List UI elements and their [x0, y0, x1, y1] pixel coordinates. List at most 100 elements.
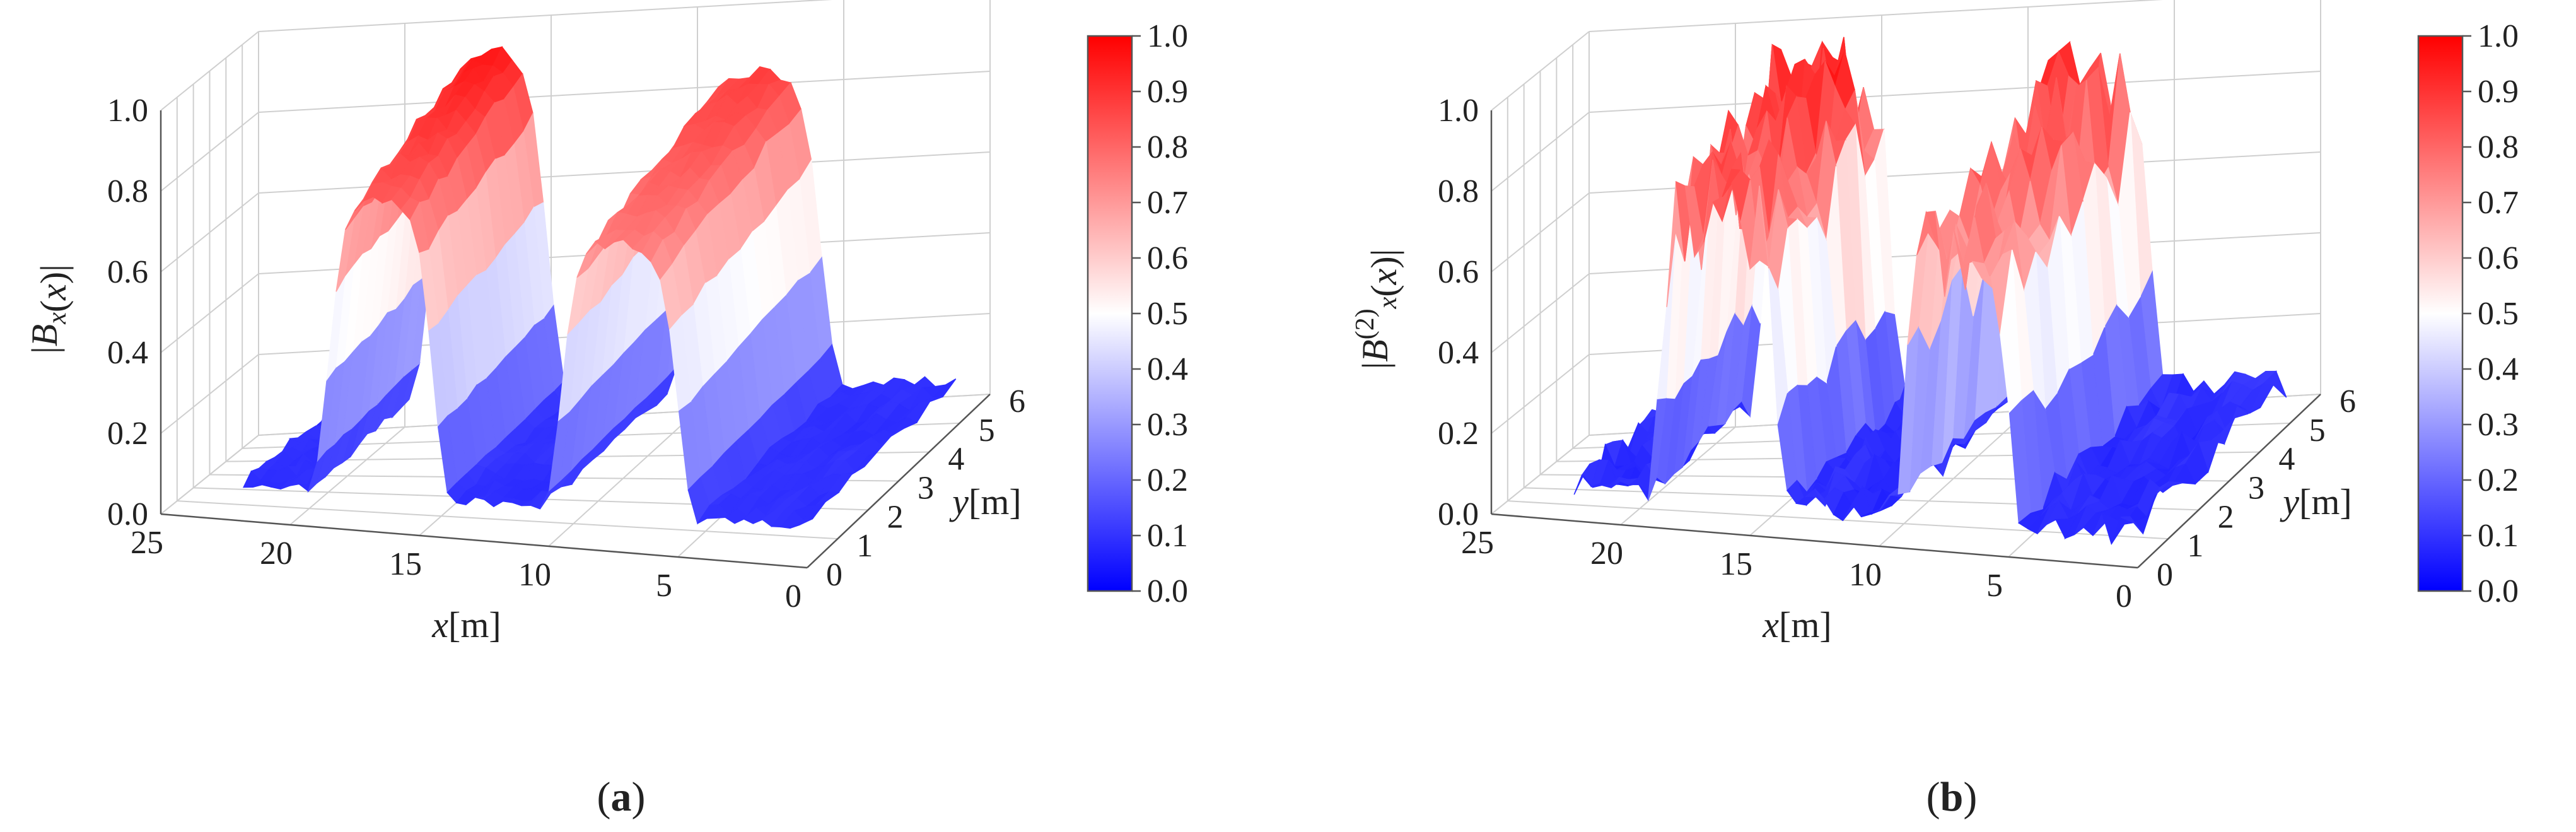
panel-label-letter: b	[1940, 774, 1964, 820]
colorbar-tick-label: 0.3	[1147, 407, 1188, 443]
x-tick-label: 10	[1849, 557, 1882, 593]
colorbar-tick-label: 0.9	[2478, 74, 2519, 110]
y-tick-label: 2	[887, 499, 904, 535]
x-axis-unit: [m]	[448, 604, 501, 645]
x-axis-var: x	[1762, 604, 1779, 645]
colorbar-tick-label: 0.7	[1147, 185, 1188, 221]
colorbar-tick-label: 1.0	[1147, 18, 1188, 54]
y-axis-var: y	[949, 481, 969, 522]
z-tick-label: 0.4	[1438, 335, 1479, 371]
colorbar-tick-label: 0.2	[1147, 462, 1188, 498]
y-axis-line	[807, 394, 991, 568]
axes-box	[1490, 110, 2321, 569]
x-axis-label: x[m]	[431, 604, 501, 645]
gridline-z	[1588, 71, 2321, 113]
colorbar-tick-label: 0.9	[1147, 74, 1188, 110]
colorbar-tick-label: 0.5	[1147, 296, 1188, 332]
panel-label: (a)	[597, 774, 646, 820]
colorbar-tick-label: 0.3	[2478, 407, 2519, 443]
z-label-paren-open: (	[1363, 284, 1404, 296]
y-tick-label: 3	[918, 471, 934, 507]
x-axis-line	[1491, 513, 2138, 569]
x-tick-label: 0	[785, 578, 801, 614]
y-tick-label: 6	[1009, 384, 1025, 419]
z-label-arg: x	[33, 284, 74, 301]
x-tick-label: 20	[1590, 536, 1623, 571]
gridline-y-floor	[1507, 500, 2169, 540]
z-label-main: B	[1355, 339, 1396, 361]
z-tick-label: 0.0	[1438, 496, 1479, 532]
colorbar-tick-label: 0.4	[1147, 351, 1188, 387]
z-tick-label: 0.8	[1438, 173, 1479, 209]
colorbar-tick-label: 0.0	[1147, 573, 1188, 609]
z-label-paren-close: )|	[1363, 249, 1404, 269]
z-tick-label: 1.0	[107, 93, 148, 129]
x-tick-label: 15	[389, 546, 422, 582]
y-tick-label: 1	[856, 528, 873, 564]
z-axis-label-group: |B(2)x(x)|	[1351, 249, 1404, 370]
colorbar-tick-label: 0.8	[1147, 129, 1188, 165]
colorbar-tick-label: 0.0	[2478, 573, 2519, 609]
z-label-pre: |	[1355, 362, 1396, 370]
y-tick-label: 4	[2278, 442, 2295, 478]
z-label-arg: x	[1363, 268, 1404, 285]
colorbar-tick-label: 0.8	[2478, 129, 2519, 165]
colorbar	[2417, 35, 2464, 592]
z-axis-label-group: |Bx(x)|	[24, 264, 74, 354]
z-axis-label: |B(2)x(x)|	[1351, 249, 1404, 370]
chart-panel-b: 0.00.20.40.60.81.025 20 15 10 5 00123456x[m]y…	[1351, 0, 2519, 820]
panel-label-close: )	[632, 774, 646, 820]
z-tick-label: 0.6	[107, 254, 148, 290]
z-tick-label: 0.0	[107, 496, 148, 532]
x-tick-label: 0	[2116, 578, 2132, 614]
y-tick-label: 2	[2218, 499, 2234, 535]
y-axis-label: y[m]	[2280, 481, 2352, 522]
colorbar-tick-label: 0.1	[1147, 518, 1188, 554]
z-tick-label: 0.6	[1438, 254, 1479, 290]
colorbar-tick-label: 0.5	[2478, 296, 2519, 332]
z-label-main: B	[24, 324, 65, 346]
panel-label-open: (	[597, 774, 611, 820]
y-tick-label: 0	[826, 557, 842, 593]
y-axis-unit: [m]	[969, 481, 1022, 522]
y-tick-label: 5	[979, 413, 995, 448]
panel-label-close: )	[1963, 774, 1977, 820]
colorbar-tick-label: 1.0	[2478, 18, 2519, 54]
y-tick-label: 4	[948, 442, 964, 478]
z-tick-label: 1.0	[1438, 93, 1479, 129]
z-tick-label: 0.2	[1438, 416, 1479, 452]
y-axis-label: y[m]	[949, 481, 1022, 522]
y-tick-label: 6	[2340, 384, 2356, 419]
y-tick-label: 5	[2309, 413, 2326, 448]
z-label-pre: |	[24, 346, 65, 354]
y-axis-line	[2137, 394, 2321, 568]
gridline-z	[258, 71, 991, 113]
gridline-z	[258, 151, 991, 194]
z-label-sub: x	[43, 312, 72, 325]
surface-patch	[790, 518, 813, 529]
surface	[1573, 37, 2287, 545]
colorbar-tick-label: 0.6	[1147, 240, 1188, 276]
gridline-y-floor	[177, 500, 838, 540]
panel-label-open: (	[1926, 774, 1940, 820]
colorbar-tick-label: 0.1	[2478, 518, 2519, 554]
x-axis-var: x	[431, 604, 448, 645]
x-tick-label: 10	[518, 557, 551, 593]
colorbar-tick-label: 0.6	[2478, 240, 2519, 276]
x-tick-label: 5	[656, 568, 672, 604]
z-label-sub: x	[1373, 296, 1402, 309]
x-axis-line	[160, 513, 808, 569]
x-tick-label: 20	[260, 536, 293, 571]
surface	[242, 45, 957, 529]
panel-label: (b)	[1926, 774, 1978, 820]
colorbar-tick-label: 0.2	[2478, 462, 2519, 498]
gridline-z	[1588, 0, 2164, 32]
x-tick-label: 15	[1720, 546, 1752, 582]
surface-patch	[2120, 516, 2143, 534]
z-label-paren-close: )|	[33, 264, 74, 284]
colorbar	[1087, 35, 1133, 592]
axes-box	[160, 110, 991, 569]
y-tick-label: 3	[2248, 471, 2264, 507]
z-tick-label: 0.4	[107, 335, 148, 371]
